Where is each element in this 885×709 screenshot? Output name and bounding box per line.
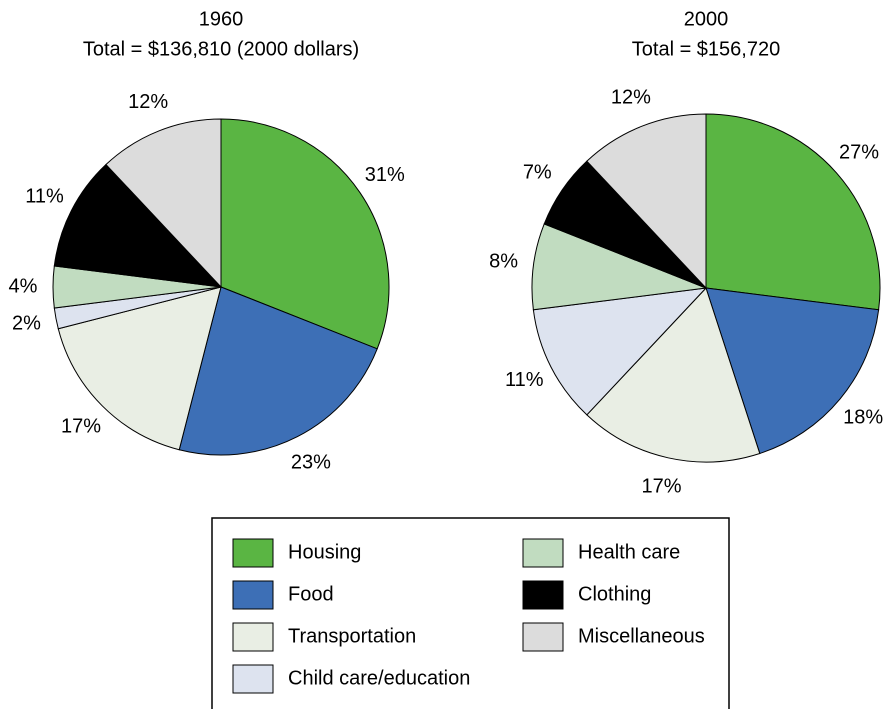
data-label: 23% [291, 452, 331, 474]
data-label: 2% [12, 312, 41, 334]
pie-slice [586, 287, 761, 463]
pie-slice [220, 118, 390, 350]
legend-label: Clothing [578, 583, 651, 605]
legend-swatch [232, 664, 274, 694]
data-label: 17% [641, 475, 681, 497]
pie-slice [705, 287, 880, 455]
chart-subtitle: Total = $136,810 (2000 dollars) [83, 38, 359, 60]
chart-title: 1960 [199, 8, 244, 30]
data-label: 7% [523, 162, 552, 184]
chart-title: 2000 [684, 8, 729, 30]
data-label: 11% [505, 369, 544, 391]
legend-label: Food [288, 583, 334, 605]
pie-slice [105, 118, 222, 289]
data-label: 18% [843, 406, 883, 428]
legend-box [211, 517, 730, 709]
data-label: 12% [128, 91, 168, 113]
data-label: 31% [365, 164, 405, 186]
data-label: 8% [489, 251, 518, 273]
data-label: 11% [25, 185, 64, 207]
legend-swatch [232, 538, 274, 568]
pie-slice [705, 113, 881, 311]
data-label: 17% [61, 415, 101, 437]
pie-slice [178, 286, 378, 456]
chart-subtitle: Total = $156,720 [632, 38, 780, 60]
data-label: 12% [611, 87, 651, 109]
data-label: 4% [9, 275, 38, 297]
legend-label: Transportation [288, 625, 416, 647]
legend-swatch [522, 538, 564, 568]
legend-label: Housing [288, 541, 361, 563]
legend-swatch [522, 580, 564, 610]
pie-slice [532, 287, 708, 416]
pie-slice [57, 286, 222, 451]
legend-label: Miscellaneous [578, 625, 705, 647]
legend-label: Child care/education [288, 667, 470, 689]
pie-slice [586, 113, 707, 290]
pie-slice [53, 163, 223, 288]
legend-swatch [232, 580, 274, 610]
data-label: 27% [839, 141, 879, 163]
legend-swatch [232, 622, 274, 652]
legend-swatch [522, 622, 564, 652]
legend-label: Health care [578, 541, 680, 563]
